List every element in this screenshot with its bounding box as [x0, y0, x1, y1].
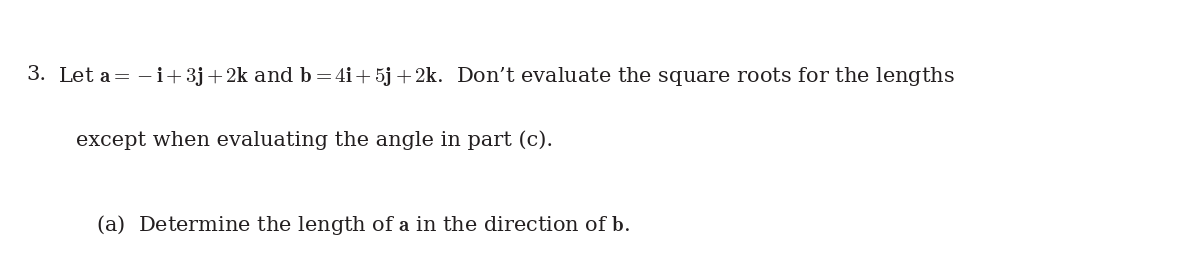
Text: (a)  Determine the length of $\mathbf{a}$ in the direction of $\mathbf{b}$.: (a) Determine the length of $\mathbf{a}$…	[96, 213, 631, 237]
Text: 3.: 3.	[26, 65, 47, 84]
Text: except when evaluating the angle in part (c).: except when evaluating the angle in part…	[76, 130, 553, 150]
Text: Let $\mathbf{a} = -\mathbf{i} + 3\mathbf{j} + 2\mathbf{k}$ and $\mathbf{b} = 4\m: Let $\mathbf{a} = -\mathbf{i} + 3\mathbf…	[58, 65, 955, 88]
